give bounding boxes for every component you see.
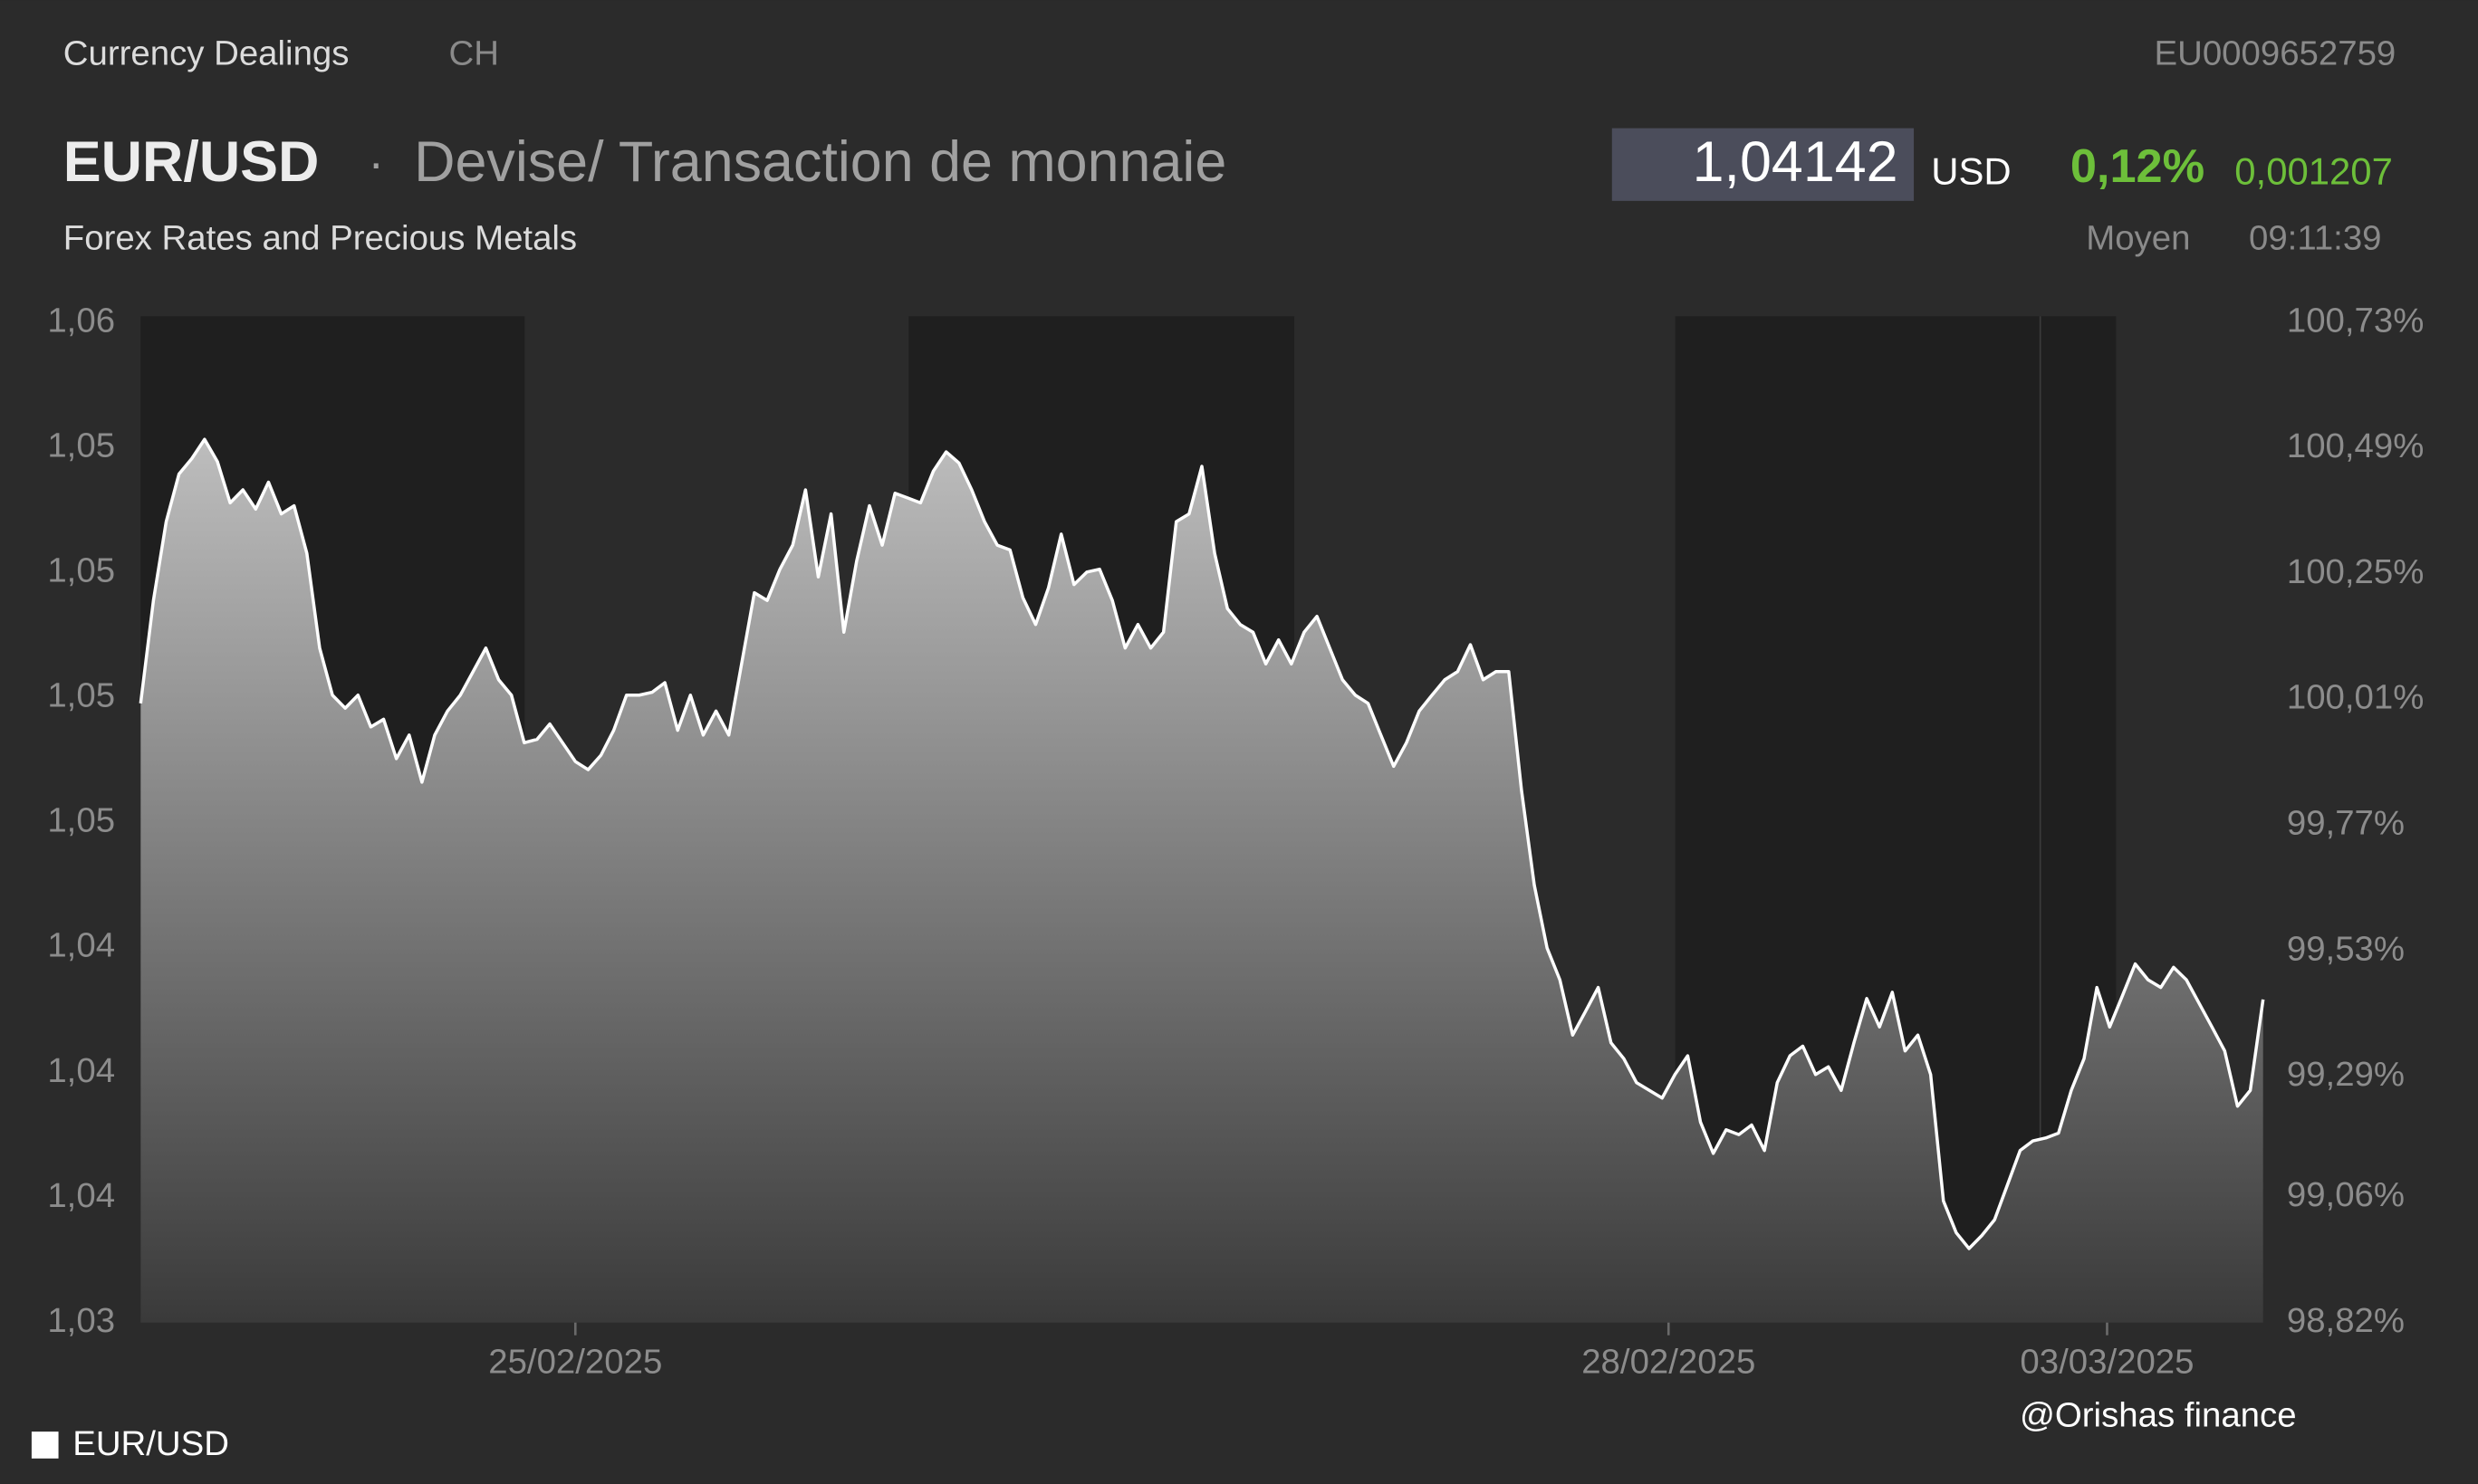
price: 1,04142 — [1693, 130, 1898, 194]
y2-tick-label: 100,49% — [2287, 426, 2425, 465]
plot: 1,03 1,04 1,04 1,04 1,05 1,05 1,05 1,05 1,06 98,8… — [47, 301, 2424, 1381]
price-box — [1611, 128, 1915, 201]
y-tick-label: 1,06 — [47, 301, 115, 340]
y2-tick-label: 99,29% — [2287, 1055, 2405, 1094]
x-tick-label: 03/03/2025 — [2020, 1342, 2194, 1381]
y-tick-label: 1,04 — [47, 1051, 115, 1090]
price-line — [139, 437, 2265, 1250]
legend-label: EUR/USD — [72, 1424, 229, 1463]
watermark: @Orishas finance — [2020, 1396, 2297, 1435]
change: 0,001207 — [2234, 149, 2393, 192]
currency: USD — [1931, 149, 2011, 192]
change-pct: 0,12% — [2070, 140, 2204, 193]
price-type: Moyen — [2086, 219, 2190, 258]
symbol: EUR/USD — [63, 130, 320, 194]
y-tick-label: 1,04 — [47, 926, 115, 965]
y-tick-label: 1,05 — [47, 676, 115, 715]
instrument-name: Devise/ Transaction de monnaie — [414, 130, 1226, 194]
area-fill — [140, 439, 2263, 1323]
y2-tick-label: 99,53% — [2287, 929, 2405, 968]
y-tick-label: 1,05 — [47, 801, 115, 840]
country: CH — [449, 34, 499, 72]
x-tick-label: 25/02/2025 — [488, 1342, 662, 1381]
time: 09:11:39 — [2249, 219, 2382, 258]
y2-tick-label: 100,73% — [2287, 301, 2425, 340]
y-tick-label: 1,05 — [47, 426, 115, 464]
y-tick-label: 1,04 — [47, 1176, 115, 1215]
x-tick-label: 28/02/2025 — [1581, 1342, 1755, 1381]
source: Currency Dealings — [63, 34, 350, 72]
isin: EU0009652759 — [2155, 34, 2396, 72]
legend-swatch — [31, 1431, 59, 1459]
y2-tick-label: 99,77% — [2287, 804, 2405, 843]
y2-tick-label: 100,25% — [2287, 552, 2425, 591]
y-tick-label: 1,05 — [47, 551, 115, 590]
y-tick-label: 1,03 — [47, 1301, 115, 1340]
y2-tick-label: 100,01% — [2287, 678, 2425, 717]
y2-tick-label: 98,82% — [2287, 1301, 2405, 1340]
separator: · — [369, 137, 384, 189]
subtitle: Forex Rates and Precious Metals — [63, 219, 577, 258]
y2-tick-label: 99,06% — [2287, 1175, 2405, 1214]
